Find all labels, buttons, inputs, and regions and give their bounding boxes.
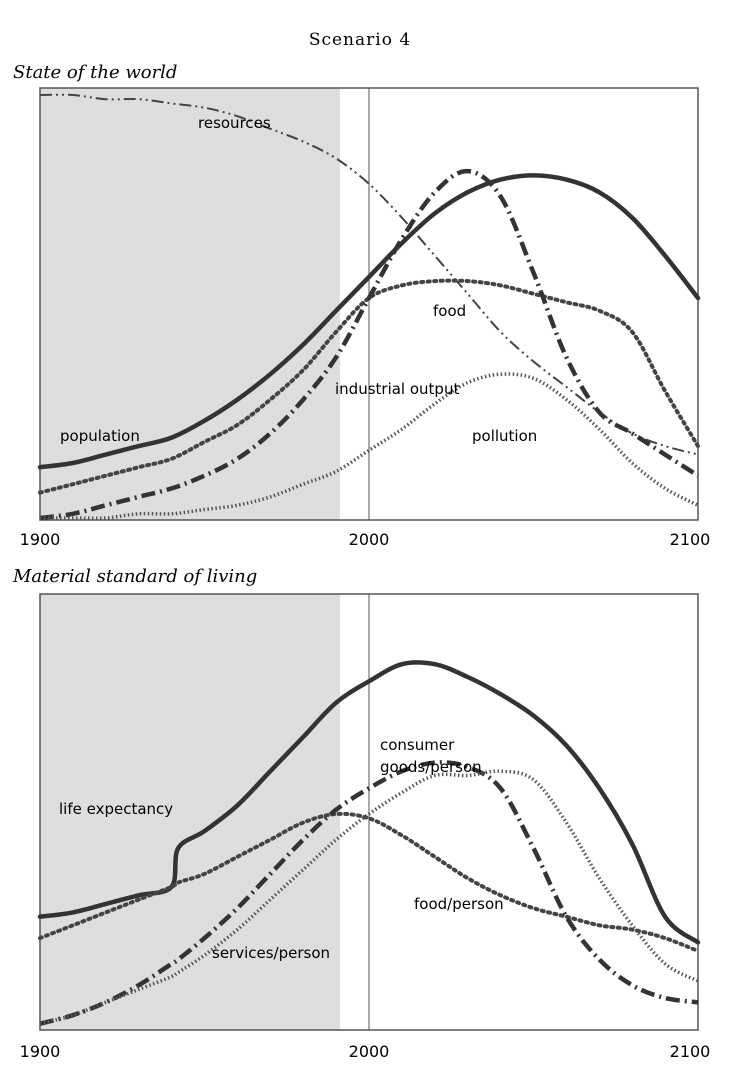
series-food-person-line — [38, 811, 700, 953]
annotation-food-person: food/person — [414, 895, 504, 913]
panel1-frame — [39, 87, 699, 521]
annotation-industrial-output: industrial output — [335, 380, 459, 398]
series-resources-line — [39, 93, 699, 456]
panel1-title: State of the world — [13, 62, 177, 83]
series-services-person-line — [39, 769, 699, 1026]
panel1-shaded-period — [40, 88, 340, 520]
annotation-life-expectancy: life expectancy — [59, 800, 173, 818]
annotation-consumer-goods-line1: consumer — [380, 736, 455, 754]
annotation-food: food — [433, 302, 466, 320]
series-population-line — [37, 173, 701, 470]
panel-state-of-world: State of the world resources food indust… — [13, 62, 710, 549]
series-consumer-goods-person-line — [39, 760, 699, 1026]
panel2-shaded-period — [40, 594, 340, 1030]
series-industrial-output-line — [39, 168, 700, 521]
panel2-tick-2100: 2100 — [670, 1042, 711, 1061]
panel1-tick-1900: 1900 — [20, 530, 61, 549]
annotation-services-person: services/person — [212, 944, 330, 962]
panel2-frame — [39, 593, 699, 1031]
scenario-title: Scenario 4 — [309, 30, 411, 50]
annotation-resources: resources — [198, 114, 271, 132]
panel1-tick-2000: 2000 — [349, 530, 390, 549]
panel2-tick-1900: 1900 — [20, 1042, 61, 1061]
panel2-title: Material standard of living — [12, 566, 257, 587]
panel1-tick-2100: 2100 — [670, 530, 711, 549]
series-pollution-line — [40, 372, 699, 521]
panel2-tick-2000: 2000 — [349, 1042, 390, 1061]
panel1-series-group — [37, 93, 701, 521]
panel2-series-group — [37, 660, 701, 1026]
annotation-pollution: pollution — [472, 427, 537, 445]
annotation-consumer-goods-line2: goods/person — [380, 758, 482, 776]
panel-material-standard: Material standard of living life expecta… — [12, 566, 710, 1061]
annotation-population: population — [60, 427, 140, 445]
